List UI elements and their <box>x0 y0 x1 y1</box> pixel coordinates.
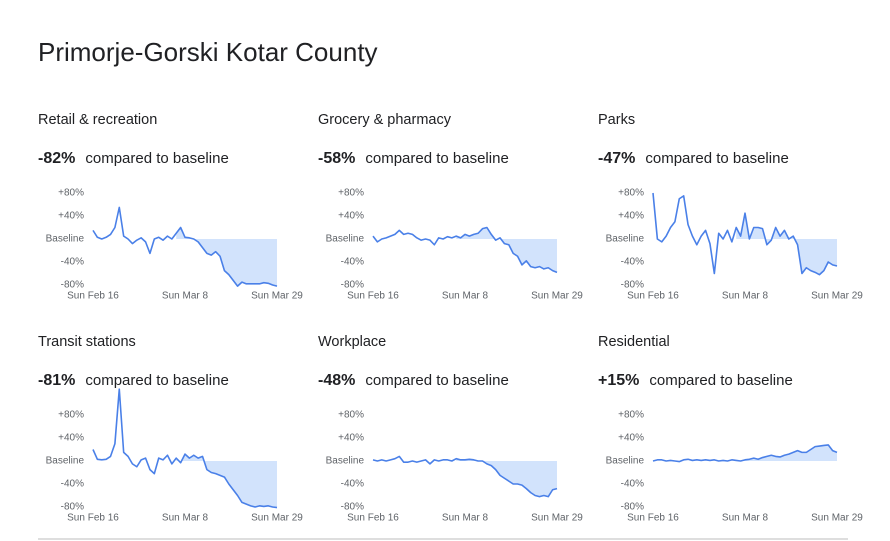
trend-line <box>652 192 838 276</box>
chart-title: Residential <box>598 334 670 350</box>
y-tick-label: +40% <box>58 433 84 444</box>
chart-title: Parks <box>598 112 635 128</box>
x-tick-label: Sun Mar 29 <box>251 291 303 302</box>
x-tick-label: Sun Mar 8 <box>722 291 769 302</box>
y-tick-label: +80% <box>58 410 84 421</box>
y-tick-label: Baseline <box>326 234 365 245</box>
x-tick-label: Sun Mar 29 <box>531 291 583 302</box>
trend-line <box>92 206 278 287</box>
change-text: compared to baseline <box>645 150 788 167</box>
trend-line <box>652 444 838 463</box>
y-tick-label: +80% <box>618 410 644 421</box>
x-tick-label: Sun Mar 29 <box>811 291 863 302</box>
change-value: -58% <box>318 150 355 167</box>
y-tick-label: +40% <box>338 211 364 222</box>
x-tick-label: Sun Mar 8 <box>442 291 489 302</box>
y-tick-label: +40% <box>618 433 644 444</box>
y-tick-label: +80% <box>338 188 364 199</box>
chart-title: Retail & recreation <box>38 112 157 128</box>
change-value: +15% <box>598 372 639 389</box>
x-tick-label: Sun Mar 29 <box>251 513 303 524</box>
page-title: Primorje-Gorski Kotar County <box>38 37 378 67</box>
change-value: -82% <box>38 150 75 167</box>
y-tick-label: -40% <box>621 257 644 268</box>
y-tick-label: -40% <box>61 257 84 268</box>
y-tick-label: -80% <box>621 502 644 513</box>
y-tick-label: +40% <box>618 211 644 222</box>
x-tick-label: Sun Mar 29 <box>811 513 863 524</box>
y-tick-label: -80% <box>341 280 364 291</box>
y-tick-label: -40% <box>341 257 364 268</box>
chart-title: Grocery & pharmacy <box>318 112 452 128</box>
x-tick-label: Sun Mar 29 <box>531 513 583 524</box>
chart-title: Workplace <box>318 334 386 350</box>
shade <box>456 458 557 497</box>
y-tick-label: -40% <box>341 479 364 490</box>
y-tick-label: Baseline <box>46 234 85 245</box>
y-tick-label: -80% <box>61 502 84 513</box>
y-tick-label: -40% <box>621 479 644 490</box>
y-tick-label: +80% <box>618 188 644 199</box>
chart-title: Transit stations <box>38 334 136 350</box>
x-tick-label: Sun Feb 16 <box>627 291 679 302</box>
x-tick-label: Sun Mar 8 <box>162 291 209 302</box>
change-value: -47% <box>598 150 635 167</box>
x-tick-label: Sun Feb 16 <box>67 291 119 302</box>
shade <box>176 227 277 287</box>
x-tick-label: Sun Mar 8 <box>722 513 769 524</box>
shade <box>736 213 837 275</box>
y-tick-label: +40% <box>58 211 84 222</box>
x-tick-label: Sun Mar 8 <box>442 513 489 524</box>
y-tick-label: Baseline <box>46 456 85 467</box>
x-tick-label: Sun Feb 16 <box>627 513 679 524</box>
shade <box>176 454 277 508</box>
trend-line <box>92 388 278 509</box>
y-tick-label: Baseline <box>606 456 645 467</box>
y-tick-label: +40% <box>338 433 364 444</box>
x-tick-label: Sun Feb 16 <box>67 513 119 524</box>
trend-line <box>372 455 558 498</box>
change-text: compared to baseline <box>649 372 792 389</box>
y-tick-label: -40% <box>61 479 84 490</box>
change-value: -81% <box>38 372 75 389</box>
change-value: -48% <box>318 372 355 389</box>
y-tick-label: -80% <box>621 280 644 291</box>
y-tick-label: Baseline <box>606 234 645 245</box>
x-tick-label: Sun Feb 16 <box>347 513 399 524</box>
trend-line <box>372 226 558 274</box>
x-tick-label: Sun Feb 16 <box>347 291 399 302</box>
x-tick-label: Sun Mar 8 <box>162 513 209 524</box>
change-text: compared to baseline <box>365 150 508 167</box>
change-text: compared to baseline <box>365 372 508 389</box>
change-text: compared to baseline <box>85 150 228 167</box>
y-tick-label: +80% <box>338 410 364 421</box>
y-tick-label: +80% <box>58 188 84 199</box>
y-tick-label: -80% <box>341 502 364 513</box>
change-text: compared to baseline <box>85 372 228 389</box>
y-tick-label: Baseline <box>326 456 365 467</box>
y-tick-label: -80% <box>61 280 84 291</box>
shade <box>456 227 557 273</box>
